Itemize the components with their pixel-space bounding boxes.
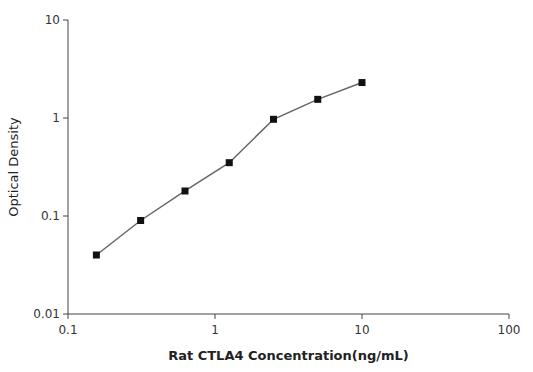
y-tick: [63, 216, 68, 217]
y-tick: [63, 118, 68, 119]
x-tick: [215, 314, 216, 319]
x-tick: [509, 314, 510, 319]
marker: [93, 251, 100, 258]
marker: [181, 187, 188, 194]
marker: [314, 96, 321, 103]
x-tick: [362, 314, 363, 319]
x-tick-label: 0.1: [58, 323, 77, 337]
y-axis-line: [68, 20, 69, 314]
y-axis-label: Optical Density: [6, 117, 21, 217]
marker: [270, 116, 277, 123]
x-axis-label: Rat CTLA4 Concentration(ng/mL): [168, 348, 409, 363]
x-tick-label: 100: [498, 323, 521, 337]
plot-area: [93, 79, 366, 258]
x-tick-label: 1: [211, 323, 219, 337]
y-tick-label: 0.01: [33, 307, 60, 321]
x-tick: [68, 314, 69, 319]
y-tick-label: 1: [52, 111, 60, 125]
y-tick-label: 10: [45, 13, 60, 27]
marker: [359, 79, 366, 86]
y-tick-label: 0.1: [41, 209, 60, 223]
marker: [137, 217, 144, 224]
chart: 0.1 1 10 100 0.01 0.1 1 10 Rat CTLA4 Concentrati…: [0, 0, 533, 372]
marker: [226, 159, 233, 166]
line: [96, 83, 362, 255]
x-axis-line: [68, 314, 509, 315]
y-tick: [63, 314, 68, 315]
x-tick-label: 10: [354, 323, 369, 337]
y-tick: [63, 20, 68, 21]
